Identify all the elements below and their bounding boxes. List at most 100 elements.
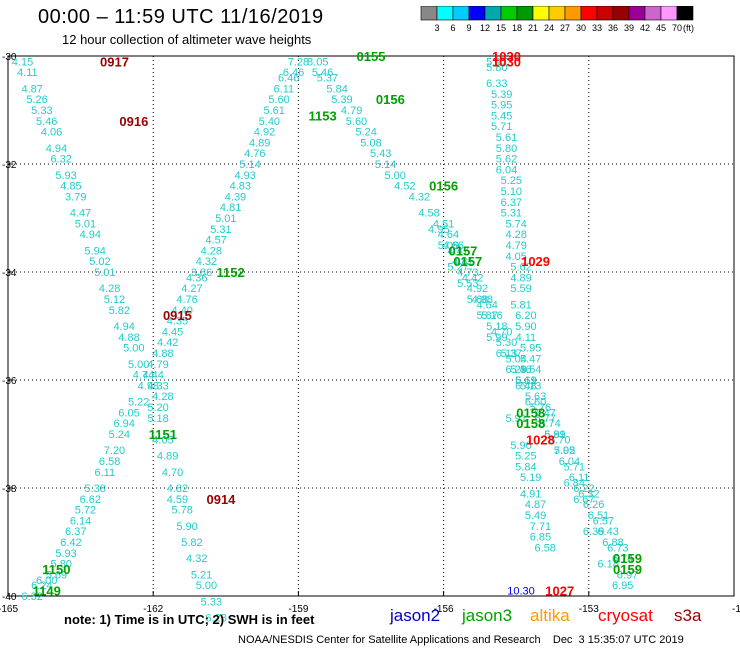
swh-value: 5.70: [549, 434, 570, 446]
pass-time-label: 1027: [545, 584, 574, 599]
swh-value: 5.46: [36, 116, 57, 128]
swh-value: 4.89: [157, 451, 178, 463]
swh-value: 6.39: [583, 526, 604, 538]
swh-value: 5.91: [505, 413, 526, 425]
swh-value: 5.20: [147, 402, 168, 414]
swh-value: 4.81: [220, 202, 241, 214]
swh-value: 6.11: [569, 472, 590, 484]
color-scale-legend: 3 6 9 12 15 18 21 24 27 30 33 36 39 42 45 70 (ft): [420, 6, 694, 33]
swh-value: 4.81: [452, 256, 473, 268]
swh-value: 6.20: [515, 310, 536, 322]
swh-value: 6.04: [496, 164, 517, 176]
x-tick-label: -15: [732, 604, 740, 615]
swh-value: 6.85: [530, 532, 551, 544]
swh-value: 4.74: [133, 370, 154, 382]
swh-value: 4.64: [438, 229, 459, 241]
swh-value: 4.11: [17, 67, 38, 79]
swh-value: 5.53: [457, 278, 478, 290]
swh-value: 5.00: [123, 343, 144, 355]
swh-value: 5.93: [55, 170, 76, 182]
pass-time-label: 0916: [119, 114, 148, 129]
swh-value: 6.57: [593, 515, 614, 527]
pass-time-label: 1029: [521, 254, 550, 269]
swh-value: 6.13: [496, 348, 517, 360]
swh-value: 5.74: [539, 418, 560, 430]
swh-value: 6.48: [515, 380, 536, 392]
swh-value: 4.05: [505, 251, 526, 263]
pass-time-label: 0156: [376, 92, 405, 107]
swh-value: 4.89: [249, 137, 270, 149]
swh-value: 4.45: [162, 326, 183, 338]
colorbar-tick-label: 24: [544, 23, 554, 33]
swh-value: 6.97: [617, 569, 638, 581]
swh-value: 4.82: [167, 483, 188, 495]
swh-value: 3.79: [65, 191, 86, 203]
swh-value: 7.02: [554, 445, 575, 457]
pass-time-label: 1149: [33, 584, 61, 599]
swh-value: 5.81: [510, 299, 531, 311]
swh-value: 4.52: [394, 181, 415, 193]
legend-jason2: jason2: [390, 606, 441, 625]
pass-time-label: 1150: [42, 562, 70, 577]
swh-value: 6.51: [588, 510, 609, 522]
swh-value: 5.12: [104, 294, 125, 306]
swh-value: 5.24: [109, 429, 130, 441]
swh-value: 5.68: [467, 294, 488, 306]
swh-value: 5.74: [505, 218, 526, 230]
swh-value: 6.43: [597, 526, 618, 538]
colorbar-tick-label: 9: [466, 23, 471, 33]
swh-labels: 4.154.114.875.265.335.464.064.946.325.93…: [12, 56, 638, 624]
swh-value: 5.93: [55, 548, 76, 560]
swh-value: 5.43: [370, 148, 391, 160]
swh-value: 5.26: [26, 94, 47, 106]
swh-value: 4.64: [476, 299, 497, 311]
pass-time-label: 1151: [149, 427, 177, 442]
swh-value: 4.27: [181, 283, 202, 295]
swh-value: 5.61: [263, 105, 284, 117]
swh-value: 6.32: [51, 154, 72, 166]
legend-s3a: s3a: [674, 606, 702, 625]
swh-value: 5.84: [515, 461, 536, 473]
swh-value: 5.62: [496, 154, 517, 166]
swh-value: 5.90: [510, 440, 531, 452]
swh-value: 5.39: [331, 94, 352, 106]
swh-value: 5.80: [486, 62, 507, 74]
pass-time-label: 0158: [516, 405, 545, 420]
swh-value: 6.32: [21, 591, 42, 603]
x-tick-label: -165: [0, 604, 18, 615]
colorbar-tick-label: 15: [496, 23, 506, 33]
swh-value: 3.86: [191, 267, 212, 279]
pass-time-label: 0159: [613, 551, 642, 566]
y-tick-label: -30: [2, 52, 17, 63]
page-title: 00:00 – 11:59 UTC 11/16/2019: [38, 6, 324, 28]
swh-value: 5.25: [501, 175, 522, 187]
swh-value: 4.92: [467, 283, 488, 295]
swh-value: 5.46: [312, 67, 333, 79]
pass-time-label: 0158: [516, 416, 545, 431]
swh-value: 6.24: [31, 580, 52, 592]
swh-value: 5.87: [476, 310, 497, 322]
swh-value: 5.63: [525, 391, 546, 403]
colorbar-tick-label: 21: [528, 23, 538, 33]
swh-value: 5.21: [191, 569, 212, 581]
colorbar-tick-label: 39: [624, 23, 634, 33]
swh-value: 6.73: [607, 542, 628, 554]
swh-value: 4.87: [21, 83, 42, 95]
swh-value: 5.31: [501, 208, 522, 220]
swh-value: 5.59: [510, 283, 531, 295]
swh-value: 4.88: [118, 332, 139, 344]
swh-value: 5.08: [360, 137, 381, 149]
swh-value: 6.04: [559, 456, 580, 468]
swh-value: 5.19: [520, 472, 541, 484]
swh-value: 5.95: [554, 445, 575, 457]
swh-value: 4.28: [201, 245, 222, 257]
swh-value: 5.72: [75, 505, 96, 517]
swh-value: 7.71: [530, 521, 551, 533]
swh-value: 5.01: [75, 218, 96, 230]
swh-value: 5.01: [215, 213, 236, 225]
swh-value: 4.32: [196, 256, 217, 268]
swh-value: 5.95: [491, 100, 512, 112]
swh-value: 6.11: [95, 467, 116, 479]
swh-value: 5.97: [486, 56, 507, 68]
